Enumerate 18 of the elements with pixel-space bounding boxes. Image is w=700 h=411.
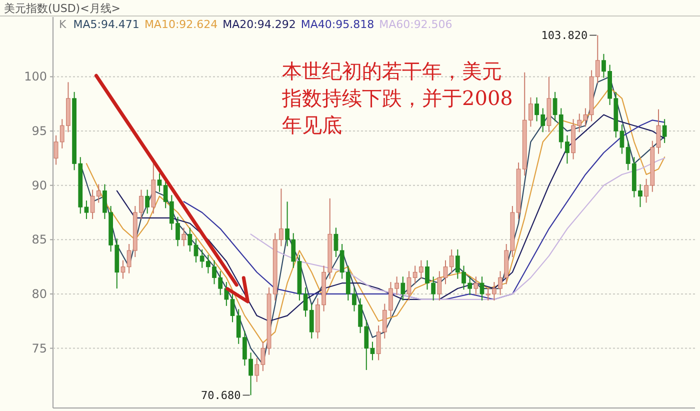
line-series (116, 114, 666, 322)
y-tick-label: 100 (24, 70, 47, 84)
annotation: 103.820 (541, 29, 588, 42)
text: MA40:95.818 (300, 18, 374, 31)
y-tick-label: 85 (32, 232, 47, 247)
y-tick-label: 80 (32, 286, 47, 301)
text: MA20:94.292 (222, 18, 296, 31)
note: 本世纪初的若干年，美元指数持续下跌，并于2008年见底 (282, 59, 513, 137)
y-tick-label: 75 (32, 341, 47, 356)
text: MA60:92.506 (379, 18, 452, 31)
y-tick-label: 90 (32, 178, 47, 192)
annotation: 70.680 (201, 389, 241, 402)
annotation: K (59, 18, 67, 31)
chart-title: 美元指数(USD)<月线> (4, 2, 121, 15)
text: MA10:92.624 (144, 18, 218, 31)
line-series (250, 158, 666, 300)
text: MA5:94.471 (73, 18, 140, 31)
y-tick-label: 95 (32, 124, 47, 138)
